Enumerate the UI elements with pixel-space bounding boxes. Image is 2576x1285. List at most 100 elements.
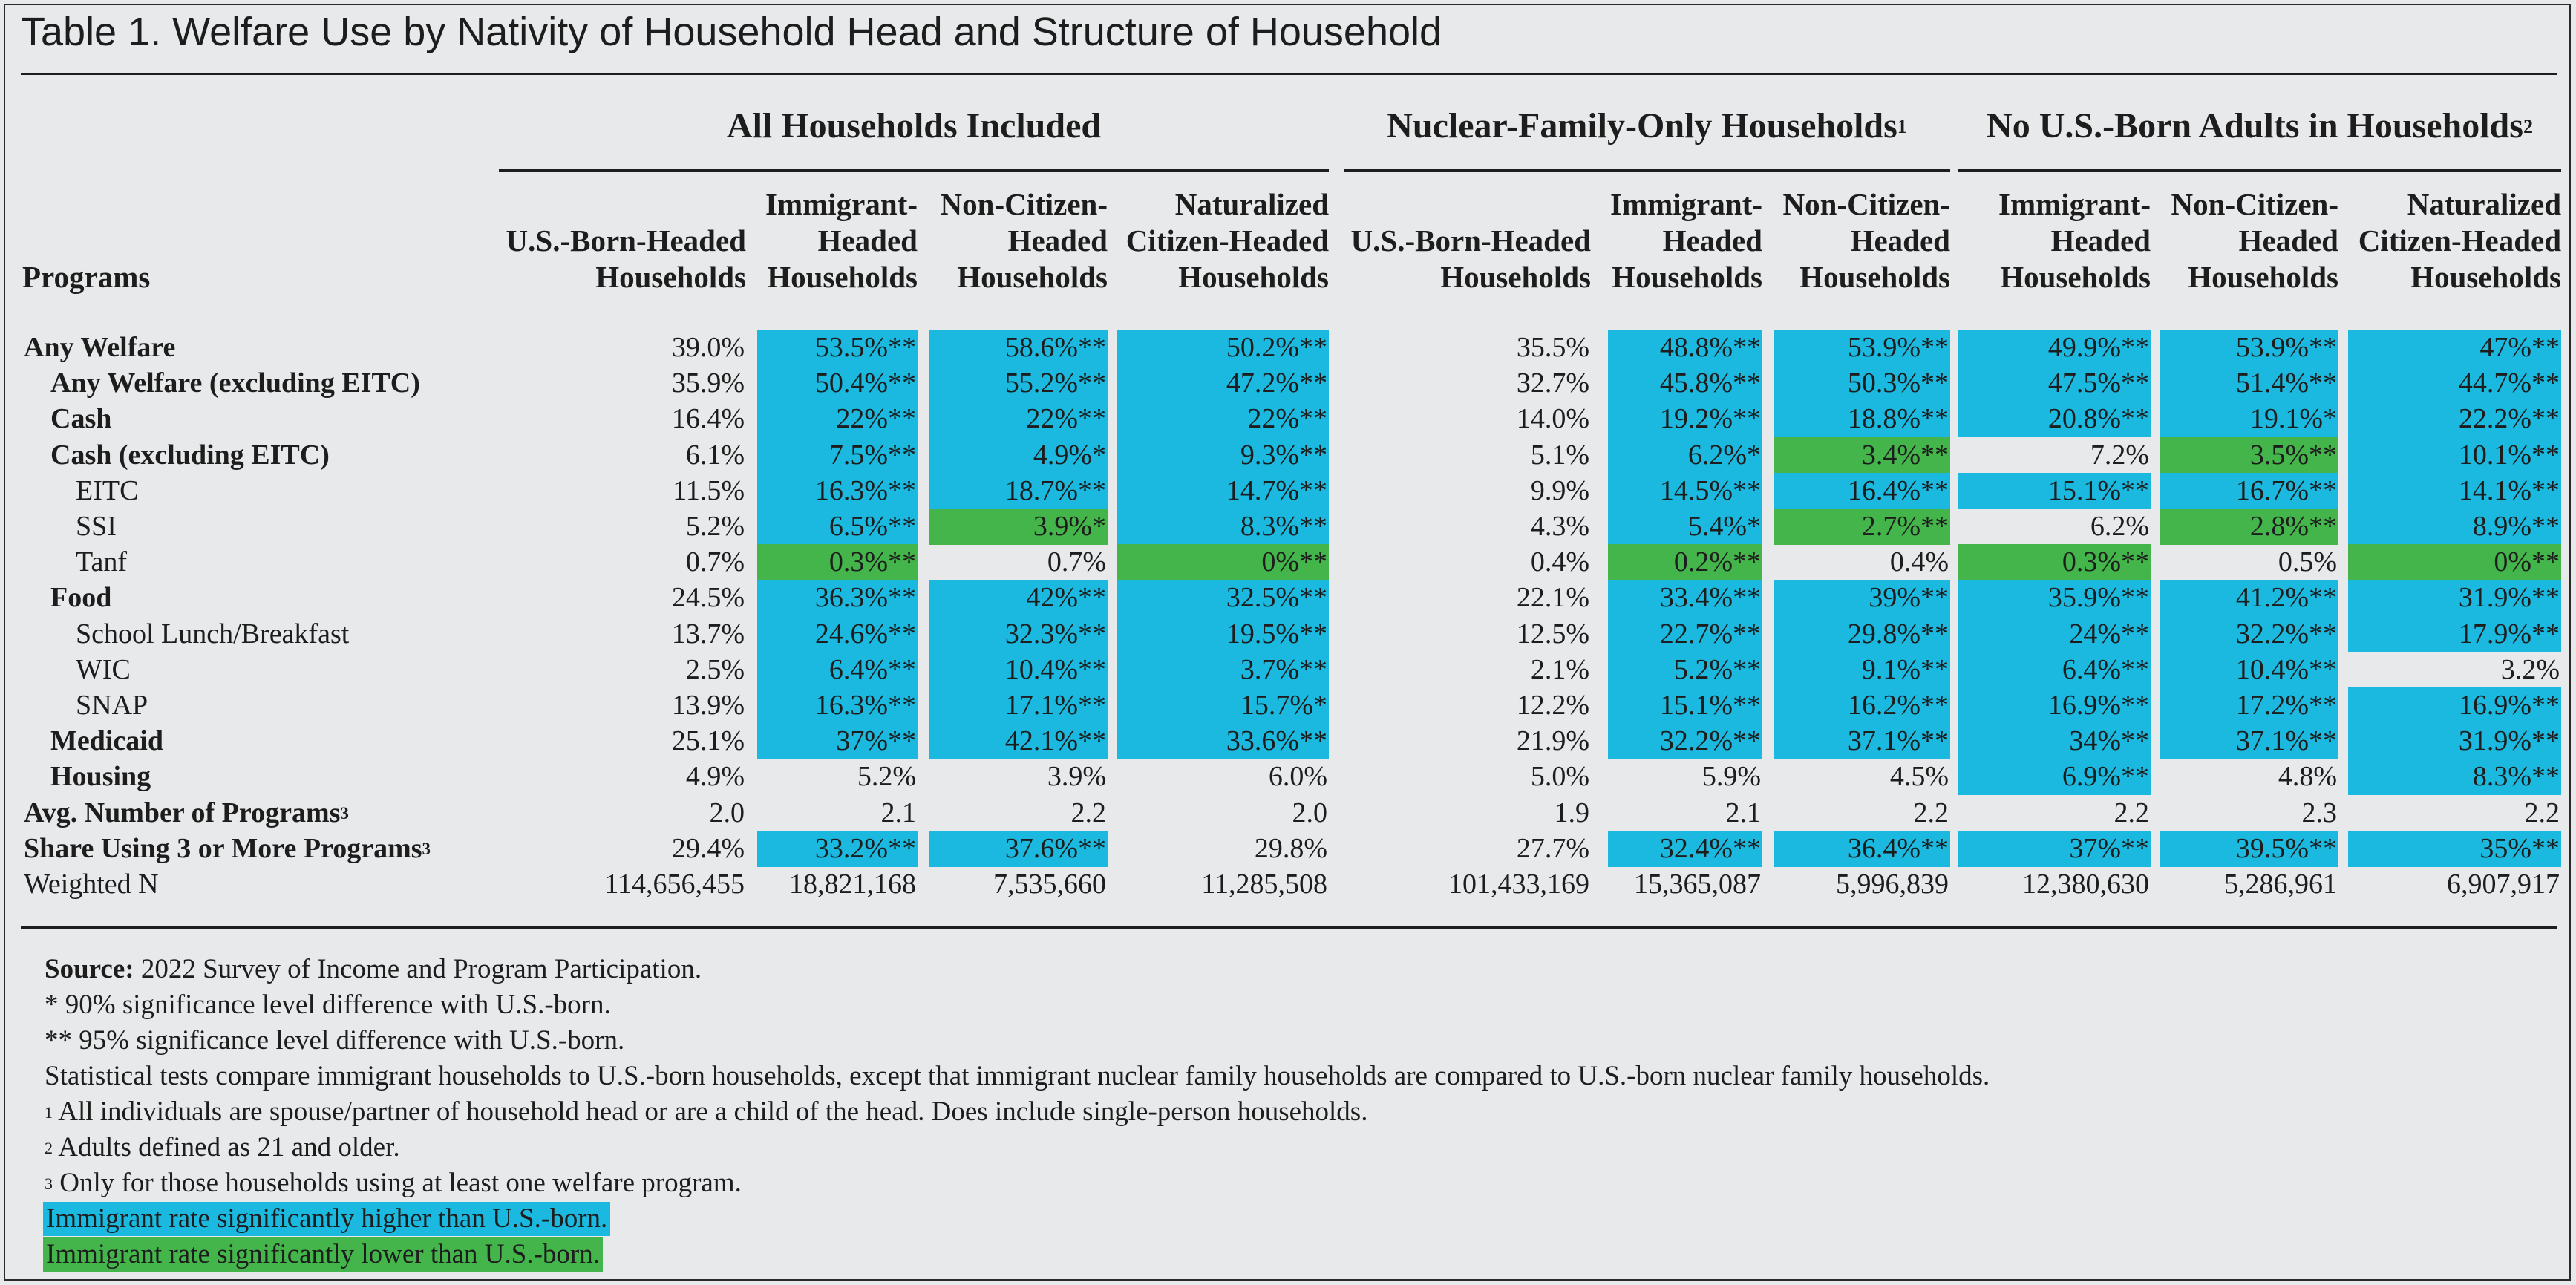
data-cell: 2.1% — [1530, 653, 1589, 685]
note-line-text: * 90% significance level difference with… — [45, 990, 611, 1020]
row-label: Tanf — [76, 544, 127, 580]
note-source: Source: 2022 Survey of Income and Progra… — [45, 952, 702, 987]
data-cell: 17.1%** — [929, 687, 1108, 724]
column-header-line: Households — [1612, 260, 1762, 294]
data-cell: 37%** — [1958, 830, 2151, 867]
data-cell: 114,656,455 — [604, 869, 745, 900]
group-header-rule — [1958, 169, 2561, 172]
data-cell: 15.1%** — [1958, 472, 2151, 509]
data-cell: 53.5%** — [757, 330, 918, 366]
data-cell: 8.3%** — [2348, 759, 2561, 796]
data-cell: 10.4%** — [929, 651, 1108, 688]
data-cell: 55.2%** — [929, 365, 1108, 402]
data-cell: 22%** — [1117, 401, 1329, 438]
data-cell: 22.7%** — [1608, 615, 1762, 653]
data-cell: 5.9% — [1701, 761, 1761, 793]
data-cell: 35.9%** — [1958, 580, 2151, 617]
data-cell: 33.4%** — [1608, 580, 1762, 617]
data-cell: 6.2% — [2090, 511, 2149, 542]
row-label: Avg. Number of Programs3 — [24, 795, 349, 831]
data-cell: 16.2%** — [1774, 687, 1950, 724]
note-line-text: Adults defined as 21 and older. — [58, 1132, 400, 1163]
data-cell: 49.9%** — [1958, 330, 2151, 366]
data-cell: 48.8%** — [1608, 330, 1762, 366]
data-cell: 0%** — [1117, 544, 1329, 581]
data-cell: 19.2%** — [1608, 401, 1762, 438]
group-header-rule — [499, 169, 1329, 172]
row-label-text: Medicaid — [50, 725, 163, 757]
data-cell: 39%** — [1774, 580, 1950, 617]
data-cell: 16.4% — [671, 403, 745, 435]
column-header-line: Headed — [817, 223, 918, 258]
data-cell: 16.4%** — [1774, 472, 1950, 509]
row-label-text: SSI — [76, 511, 117, 542]
data-cell: 3.9%* — [929, 509, 1108, 545]
data-cell: 13.9% — [671, 690, 745, 721]
column-header-line: Households — [595, 260, 746, 294]
data-cell: 16.3%** — [757, 472, 918, 509]
data-cell: 22%** — [757, 401, 918, 438]
data-cell: 44.7%** — [2348, 365, 2561, 402]
data-cell: 5.0% — [1530, 761, 1589, 793]
note-line: 1 All individuals are spouse/partner of … — [45, 1095, 1367, 1132]
group-header-2: Nuclear-Family-Only Households1 — [1344, 105, 1950, 150]
data-cell: 6.5%** — [757, 509, 918, 545]
row-label: Medicaid — [50, 723, 163, 759]
data-cell: 6.2%* — [1608, 436, 1762, 474]
data-cell: 18,821,168 — [789, 869, 916, 900]
data-cell: 27.7% — [1516, 832, 1589, 864]
data-cell: 20.8%** — [1958, 401, 2151, 438]
row-label-text: SNAP — [76, 690, 148, 721]
data-cell: 0.2%** — [1608, 544, 1762, 581]
data-cell: 14.1%** — [2348, 472, 2561, 509]
column-header-line: Households — [2410, 260, 2561, 294]
data-cell: 4.9%* — [929, 436, 1108, 474]
data-cell: 18.7%** — [929, 472, 1108, 509]
data-cell: 14.7%** — [1117, 472, 1329, 509]
data-cell: 24.5% — [671, 582, 745, 614]
row-label: School Lunch/Breakfast — [76, 616, 349, 652]
data-cell: 6,907,917 — [2447, 869, 2560, 900]
column-header-line: Households — [2188, 260, 2338, 294]
column-header-line: Headed — [2238, 223, 2338, 258]
column-header-line: Households — [767, 260, 918, 294]
column-header-line: Naturalized — [1174, 187, 1329, 221]
column-header-6: Immigrant- Headed Households — [1608, 186, 1762, 295]
data-cell: 35%** — [2348, 830, 2561, 867]
data-cell: 15.7%* — [1117, 687, 1329, 724]
row-label: Share Using 3 or More Programs3 — [24, 831, 431, 866]
data-cell: 29.8%** — [1774, 615, 1950, 653]
data-cell: 50.3%** — [1774, 365, 1950, 402]
data-cell: 29.8% — [1254, 832, 1327, 864]
data-cell: 37%** — [757, 723, 918, 759]
note-source-text: 2022 Survey of Income and Program Partic… — [140, 954, 702, 984]
data-cell: 17.9%** — [2348, 615, 2561, 653]
data-cell: 18.8%** — [1774, 401, 1950, 438]
data-cell: 58.6%** — [929, 330, 1108, 366]
column-header-3: Non-Citizen- Headed Households — [929, 186, 1108, 295]
data-cell: 2.0 — [1292, 797, 1328, 828]
row-label-text: Food — [50, 582, 112, 614]
data-cell: 32.3%** — [929, 615, 1108, 653]
note-source-label: Source: — [45, 954, 134, 984]
column-header-line: Immigrant- — [1998, 187, 2151, 221]
group-header-footnote-mark: 1 — [1897, 116, 1907, 137]
data-cell: 22%** — [929, 401, 1108, 438]
data-cell: 2.3 — [2301, 797, 2338, 828]
column-header-line: Headed — [1007, 223, 1108, 258]
row-label: Weighted N — [24, 866, 159, 902]
row-footnote-mark: 3 — [422, 839, 431, 858]
note-line: Statistical tests compare immigrant hous… — [45, 1059, 1990, 1093]
data-cell: 39.0% — [671, 332, 745, 363]
data-cell: 3.5%** — [2160, 436, 2338, 474]
data-cell: 37.1%** — [1774, 723, 1950, 759]
data-cell: 45.8%** — [1608, 365, 1762, 402]
data-cell: 15,365,087 — [1634, 869, 1761, 900]
column-header-line: Non-Citizen- — [2171, 187, 2338, 221]
column-header-7: Non-Citizen- Headed Households — [1774, 186, 1950, 295]
data-cell: 22.2%** — [2348, 401, 2561, 438]
data-cell: 0.5% — [2278, 546, 2337, 578]
data-cell: 5.1% — [1530, 439, 1589, 471]
data-cell: 8.9%** — [2348, 509, 2561, 545]
data-cell: 42.1%** — [929, 723, 1108, 759]
